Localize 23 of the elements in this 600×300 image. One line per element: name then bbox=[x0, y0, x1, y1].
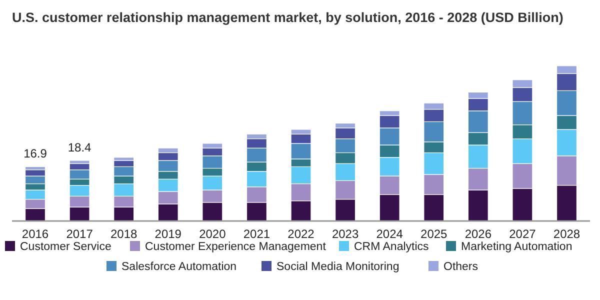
x-tick-label: 2025 bbox=[420, 227, 448, 241]
x-tick-label: 2026 bbox=[464, 227, 492, 241]
x-tick-label: 2020 bbox=[199, 227, 226, 241]
x-tick-label: 2019 bbox=[154, 227, 182, 241]
x-tick-label: 2017 bbox=[66, 227, 94, 241]
annotation: 18.4 bbox=[68, 140, 92, 154]
x-tick-label: 2022 bbox=[288, 227, 315, 241]
x-tick-label: 2024 bbox=[376, 227, 404, 241]
legend-label: Marketing Automation bbox=[461, 241, 572, 253]
x-tick-label: 2023 bbox=[332, 227, 359, 241]
legend-label: Customer Service bbox=[20, 241, 112, 253]
legend-label: Salesforce Automation bbox=[122, 261, 237, 273]
x-tick-label: 2021 bbox=[243, 227, 270, 241]
legend-label: Others bbox=[444, 261, 478, 273]
legend-label: Customer Experience Management bbox=[145, 241, 327, 253]
x-tick-label: 2028 bbox=[553, 227, 580, 241]
legend-label: CRM Analytics bbox=[354, 241, 430, 253]
x-tick-label: 2027 bbox=[509, 227, 536, 241]
legend-label: Social Media Monitoring bbox=[276, 261, 400, 273]
annotation: 16.9 bbox=[24, 146, 48, 161]
x-tick-label: 2016 bbox=[22, 227, 49, 241]
x-tick-label: 2018 bbox=[110, 227, 138, 241]
chart-title: U.S. customer relationship management market, by solution, 2016 - 2028 (USD Billion) bbox=[12, 10, 564, 25]
